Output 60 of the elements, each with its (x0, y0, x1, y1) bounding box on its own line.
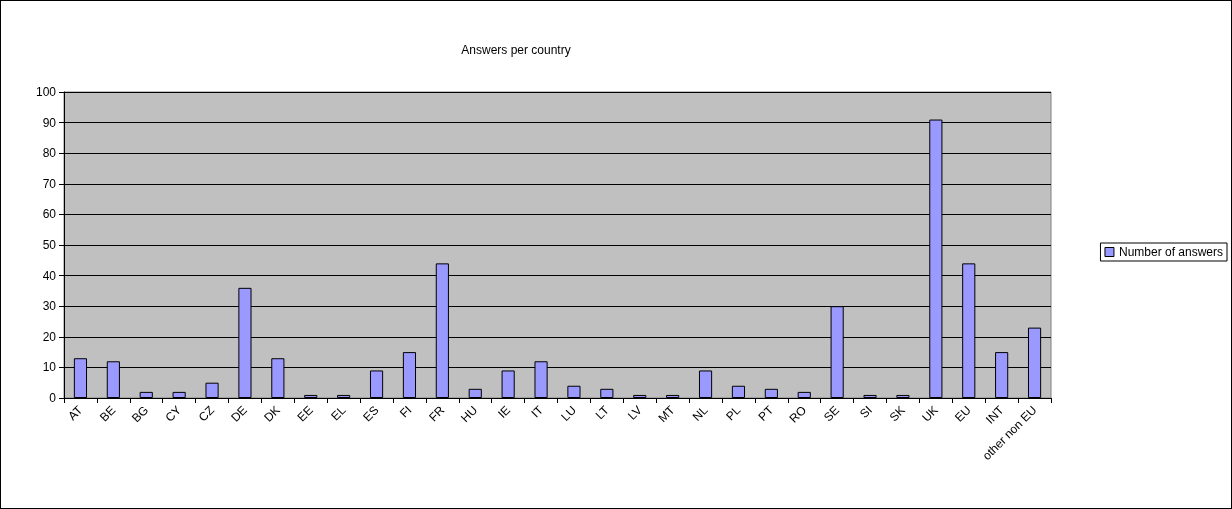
x-tick-label: IE (495, 403, 514, 421)
x-tick-label: LT (592, 402, 613, 423)
x-tick-label: LV (625, 403, 645, 423)
bar (731, 385, 746, 398)
bar (172, 391, 186, 398)
x-tick-label: DK (261, 403, 283, 425)
bar (633, 394, 647, 398)
bar (139, 391, 153, 398)
x-tick-label: PL (723, 402, 744, 424)
y-tick-label: 50 (42, 238, 57, 252)
y-tick-label: 40 (42, 268, 57, 283)
x-tick-label: BG (129, 403, 152, 426)
bar (666, 394, 680, 398)
x-tick-label: EU (952, 403, 974, 425)
x-tick-label: UK (919, 403, 941, 425)
bar (600, 388, 614, 398)
bar (304, 394, 318, 398)
y-tick-label: 60 (42, 207, 57, 222)
y-tick-label: 20 (42, 329, 57, 344)
x-tick-label: AT (65, 402, 86, 424)
bar (896, 394, 910, 398)
x-tick-label: BE (97, 403, 119, 425)
y-tick-label: 70 (42, 176, 57, 191)
bar (205, 382, 219, 398)
x-tick-label: IT (528, 402, 547, 421)
bar (501, 370, 515, 398)
y-tick-label: 10 (42, 360, 57, 375)
y-tick-label: 90 (42, 115, 57, 130)
x-tick-label: EE (294, 403, 316, 425)
x-tick-label: LU (558, 403, 579, 424)
x-tick-label: ES (360, 403, 382, 425)
chart-title: Answers per country (461, 43, 571, 57)
legend-label: Number of answers (1118, 245, 1224, 259)
bar (764, 388, 778, 398)
x-tick-label: SE (820, 403, 843, 425)
x-tick-label: CY (162, 403, 185, 425)
x-tick-label: EL (328, 402, 349, 424)
bar (468, 388, 482, 398)
x-tick-label: INT (983, 402, 1008, 427)
bar (369, 370, 384, 398)
x-tick-label: DE (228, 403, 250, 425)
y-tick-label: 100 (35, 85, 57, 99)
x-tick-label: FR (426, 402, 448, 425)
bar (337, 394, 351, 398)
x-tick-label: FI (396, 403, 415, 421)
x-tick-label: NL (689, 402, 711, 424)
bar (698, 370, 713, 398)
y-tick-label: 30 (42, 299, 57, 314)
bar (567, 385, 581, 398)
x-tick-label: HU (458, 403, 481, 426)
y-tick-label: 80 (42, 146, 57, 161)
x-tick-label: PT (755, 402, 777, 424)
y-tick-label: 0 (49, 391, 57, 405)
bar (797, 391, 811, 398)
x-tick-label: SI (857, 403, 875, 421)
x-tick-label: SK (886, 403, 908, 425)
x-tick-label: MT (655, 402, 679, 426)
x-tick-label: CZ (195, 403, 217, 425)
bar (863, 394, 877, 398)
x-tick-label: RO (786, 403, 810, 426)
